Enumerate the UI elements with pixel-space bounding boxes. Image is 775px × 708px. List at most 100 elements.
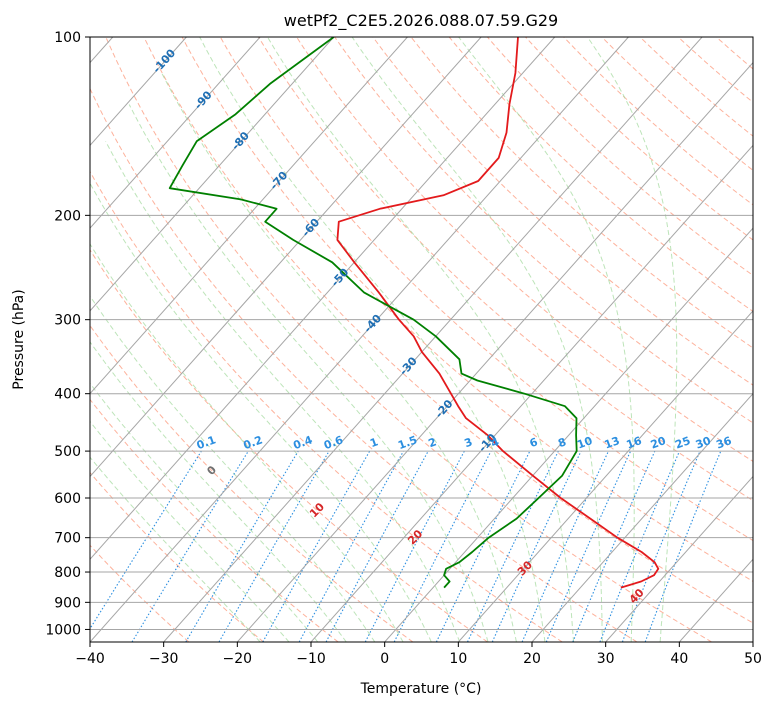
y-tick-label: 800 <box>54 565 81 581</box>
plot-frame <box>89 36 754 643</box>
moist-adiabat-line <box>587 37 678 642</box>
isotherm-line <box>605 475 753 642</box>
dry-adiabat-line <box>257 37 753 502</box>
dry-adiabat-line <box>219 37 753 542</box>
dry-adiabat-line <box>601 37 753 171</box>
dry-adiabat-line <box>90 324 414 642</box>
mixing-ratio-label: 10 <box>575 434 594 452</box>
dry-adiabat-line <box>296 37 753 462</box>
mixing-ratio-label: 6 <box>528 435 540 450</box>
isotherm-line <box>310 144 753 642</box>
moist-adiabat-line <box>458 37 635 642</box>
mixing-ratio-label: 16 <box>625 434 644 452</box>
mixing-ratio-line <box>491 450 582 642</box>
dry-adiabat-line <box>90 248 488 642</box>
dry-adiabat-line <box>181 37 753 582</box>
mixing-ratio-label: 0.6 <box>322 433 345 452</box>
isotherm-line <box>90 37 556 560</box>
mixing-ratio-label: 20 <box>649 434 668 452</box>
x-tick-label: 20 <box>523 651 541 667</box>
mixing-ratio-label: 0.4 <box>291 433 314 452</box>
y-tick-label: 700 <box>54 531 81 547</box>
x-axis-label: Temperature (°C) <box>360 681 482 697</box>
x-tick-label: −10 <box>296 651 326 667</box>
dry-adiabat-line <box>105 37 712 642</box>
mixing-ratio-line <box>90 450 202 630</box>
moist-adiabat-line <box>90 182 432 642</box>
y-axis-label: Pressure (hPa) <box>11 289 27 389</box>
isotherm-line <box>90 37 408 395</box>
isotherm-line <box>90 37 335 312</box>
mixing-ratio-line <box>298 450 404 642</box>
dry-adiabat-line <box>410 37 753 349</box>
dry-adiabat-line <box>372 37 753 386</box>
y-tick-label: 600 <box>54 491 81 507</box>
x-tick-label: −20 <box>223 651 253 667</box>
dry-adiabat-line <box>448 37 753 313</box>
moist-adiabat-line <box>199 37 546 642</box>
y-tick-label: 100 <box>54 30 81 46</box>
y-tick-label: 500 <box>54 444 81 460</box>
y-tick-label: 1000 <box>45 622 81 638</box>
mixing-ratio-label: 0.1 <box>195 433 218 452</box>
dry-adiabat-line <box>90 398 339 642</box>
mixing-ratio-label: 4 <box>489 435 501 450</box>
x-tick-label: 0 <box>380 651 389 667</box>
dry-adiabat-line <box>525 37 753 241</box>
moist-adiabat-line <box>351 37 603 642</box>
chart-title: wetPf2_C2E5.2026.088.07.59.G29 <box>284 11 558 31</box>
mixing-ratio-line <box>393 450 492 642</box>
isotherm-line <box>457 310 753 642</box>
moist-adiabat-line <box>90 243 404 642</box>
dry-adiabat-line <box>90 170 563 642</box>
mixing-ratio-label: 1.5 <box>396 433 419 452</box>
mixing-ratio-line <box>131 450 249 642</box>
moist-adiabat-line <box>267 37 575 642</box>
mixing-ratio-line <box>364 450 465 642</box>
isotherm-line <box>90 37 482 478</box>
mixing-ratio-label: 0.2 <box>242 433 265 452</box>
isotherm-line <box>752 641 753 642</box>
mixing-ratio-line <box>572 450 656 642</box>
y-tick-label: 200 <box>54 208 81 224</box>
mixing-ratio-label: 13 <box>603 434 622 451</box>
dry-adiabat-line <box>334 37 753 424</box>
x-tick-label: 50 <box>744 651 762 667</box>
isotherm-line <box>90 37 187 147</box>
y-tick-label: 900 <box>54 595 81 611</box>
dewpoint-profile-line <box>168 37 578 589</box>
mixing-ratio-line <box>644 450 722 642</box>
mixing-ratio-label: 8 <box>556 435 568 450</box>
x-tick-label: −30 <box>149 651 179 667</box>
mixing-ratio-line <box>218 450 330 642</box>
x-tick-label: 40 <box>670 651 688 667</box>
x-tick-label: −40 <box>75 651 105 667</box>
x-tick-label: 10 <box>449 651 467 667</box>
y-tick-label: 300 <box>54 313 81 329</box>
moist-adiabat-line <box>161 72 517 642</box>
mixing-ratio-label: 2 <box>427 435 439 450</box>
mixing-ratio-label: 36 <box>715 434 734 452</box>
dry-adiabat-line <box>90 87 638 642</box>
mixing-ratio-line <box>262 450 371 642</box>
y-tick-label: 400 <box>54 387 81 403</box>
mixing-ratio-label: 25 <box>673 434 692 451</box>
temperature-profile-line <box>336 37 660 589</box>
isotherm-line <box>163 37 703 642</box>
moist-adiabat-line <box>128 104 489 642</box>
mixing-ratio-line <box>435 450 531 642</box>
mixing-ratio-label: 1 <box>368 435 380 450</box>
moist-adiabat-line <box>90 420 290 642</box>
mixing-ratio-label: 3 <box>463 435 475 450</box>
sounding-profiles <box>168 37 660 589</box>
mixing-ratio-line <box>325 450 429 642</box>
x-tick-label: 30 <box>597 651 615 667</box>
isotherm-line <box>236 61 753 642</box>
mixing-ratio-label: 30 <box>694 434 713 452</box>
axes: −40 −30 −20 −10 0 10 20 30 40 5010020030040050060… <box>45 30 762 667</box>
background-lines <box>90 37 753 642</box>
isotherm-line <box>384 227 753 642</box>
mixing-ratio-line <box>621 450 701 642</box>
mixing-ratio-line <box>599 450 681 642</box>
